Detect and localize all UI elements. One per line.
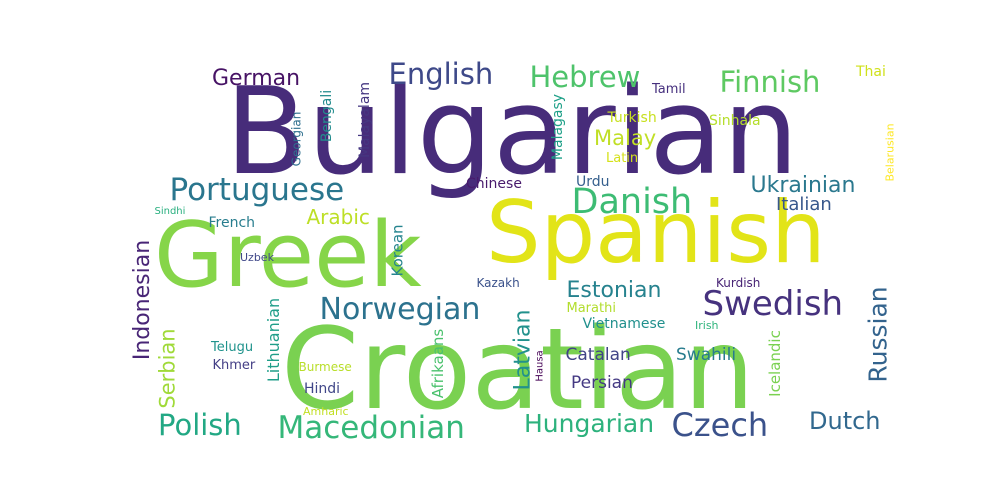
word-dutch: Dutch bbox=[809, 407, 881, 435]
word-spanish: Spanish bbox=[486, 183, 826, 283]
word-catalan: Catalan bbox=[565, 344, 631, 365]
word-uzbek: Uzbek bbox=[240, 250, 274, 264]
word-telugu: Telugu bbox=[211, 339, 254, 355]
word-croatian: Croatian bbox=[281, 305, 755, 435]
word-sinhala: Sinhala bbox=[709, 113, 761, 129]
word-french: French bbox=[208, 215, 256, 231]
word-sindhi: Sindhi bbox=[154, 206, 186, 217]
word-chinese: Chinese bbox=[466, 176, 522, 192]
word-bengali: Bengali bbox=[319, 89, 336, 143]
word-ukrainian: Ukrainian bbox=[750, 173, 856, 198]
word-malayalam: Malayalam bbox=[357, 81, 374, 159]
word-czech: Czech bbox=[671, 406, 769, 444]
word-latvian: Latvian bbox=[509, 309, 535, 391]
word-khmer: Khmer bbox=[212, 357, 256, 373]
word-greek: Greek bbox=[154, 203, 422, 308]
word-turkish: Turkish bbox=[607, 110, 657, 126]
word-tamil: Tamil bbox=[652, 81, 686, 97]
word-hindi: Hindi bbox=[304, 381, 341, 397]
word-norwegian: Norwegian bbox=[319, 292, 481, 327]
word-marathi: Marathi bbox=[566, 300, 616, 316]
word-vietnamese: Vietnamese bbox=[582, 316, 666, 332]
word-serbian: Serbian bbox=[155, 327, 180, 409]
word-burmese: Burmese bbox=[298, 360, 352, 374]
word-latin: Latin bbox=[606, 150, 639, 166]
word-malagasy: Malagasy bbox=[550, 93, 567, 161]
word-persian: Persian bbox=[571, 372, 633, 393]
word-kurdish: Kurdish bbox=[716, 276, 761, 290]
word-italian: Italian bbox=[776, 194, 832, 215]
word-hungarian: Hungarian bbox=[524, 408, 655, 438]
word-macedonian: Macedonian bbox=[277, 409, 465, 446]
word-hausa: Hausa bbox=[534, 350, 546, 382]
word-korean: Korean bbox=[388, 223, 407, 277]
word-danish: Danish bbox=[571, 181, 693, 222]
word-hebrew: Hebrew bbox=[529, 59, 641, 94]
word-arabic: Arabic bbox=[306, 205, 370, 229]
word-georgian: Georgian bbox=[288, 111, 303, 167]
word-bulgarian: Bulgarian bbox=[225, 63, 799, 202]
word-belarusian: Belarusian bbox=[883, 122, 897, 182]
word-thai: Thai bbox=[856, 64, 886, 80]
word-irish: Irish bbox=[695, 318, 719, 332]
word-finnish: Finnish bbox=[719, 64, 821, 99]
word-lithuanian: Lithuanian bbox=[264, 297, 284, 383]
word-urdu: Urdu bbox=[576, 174, 610, 190]
word-russian: Russian bbox=[863, 285, 893, 383]
word-afrikaans: Afrikaans bbox=[428, 328, 447, 398]
word-german: German bbox=[212, 66, 301, 91]
word-indonesian: Indonesian bbox=[130, 239, 156, 361]
word-estonian: Estonian bbox=[566, 278, 662, 303]
word-polish: Polish bbox=[158, 407, 242, 442]
word-icelandic: Icelandic bbox=[765, 329, 784, 397]
word-portuguese: Portuguese bbox=[169, 171, 345, 208]
word-swahili: Swahili bbox=[676, 344, 737, 365]
word-kazakh: Kazakh bbox=[476, 276, 520, 290]
word-swedish: Swedish bbox=[702, 284, 844, 324]
word-malay: Malay bbox=[594, 125, 657, 150]
word-english: English bbox=[388, 56, 494, 91]
word-amharic: Amharic bbox=[303, 404, 349, 418]
